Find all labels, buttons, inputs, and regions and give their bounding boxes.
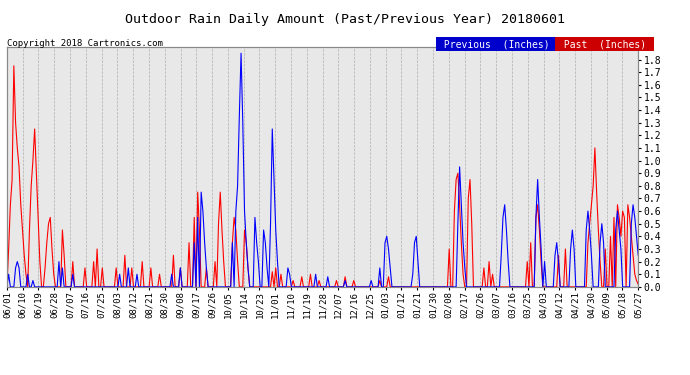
Text: Copyright 2018 Cartronics.com: Copyright 2018 Cartronics.com [7,39,163,48]
Text: Previous  (Inches): Previous (Inches) [438,39,555,50]
Text: Outdoor Rain Daily Amount (Past/Previous Year) 20180601: Outdoor Rain Daily Amount (Past/Previous… [125,13,565,26]
Text: Past  (Inches): Past (Inches) [558,39,651,50]
